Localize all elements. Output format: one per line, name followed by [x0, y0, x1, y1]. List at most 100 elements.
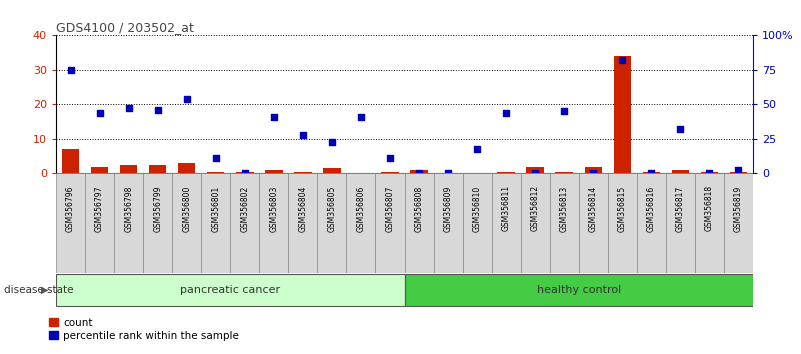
Text: pancreatic cancer: pancreatic cancer	[180, 285, 280, 295]
Text: GSM356797: GSM356797	[95, 185, 104, 232]
Bar	[346, 173, 376, 273]
Bar	[85, 173, 114, 273]
Text: GSM356813: GSM356813	[560, 185, 569, 232]
Bar	[317, 173, 346, 273]
Text: GSM356805: GSM356805	[328, 185, 336, 232]
Bar	[405, 173, 433, 273]
Bar	[549, 173, 578, 273]
Bar	[288, 173, 317, 273]
Point	[239, 171, 252, 176]
Bar	[701, 172, 718, 173]
Text: GSM356802: GSM356802	[240, 185, 249, 232]
Bar	[666, 173, 694, 273]
Bar	[578, 173, 608, 273]
Bar	[376, 173, 405, 273]
Text: GSM356798: GSM356798	[124, 185, 133, 232]
Point	[325, 139, 338, 145]
Point	[209, 155, 222, 161]
Bar	[555, 172, 573, 173]
Point	[471, 147, 484, 152]
Bar	[642, 172, 660, 173]
Bar	[236, 172, 253, 173]
Text: GSM356804: GSM356804	[299, 185, 308, 232]
Text: GSM356812: GSM356812	[531, 185, 540, 232]
Bar	[521, 173, 549, 273]
Bar	[433, 173, 462, 273]
Text: GSM356811: GSM356811	[501, 185, 510, 232]
Bar	[265, 170, 283, 173]
Point	[441, 171, 454, 176]
Bar	[294, 172, 312, 173]
Text: GSM356815: GSM356815	[618, 185, 626, 232]
Bar	[62, 149, 79, 173]
Bar	[694, 173, 724, 273]
Text: healthy control: healthy control	[537, 285, 621, 295]
Bar	[207, 172, 224, 173]
Text: GSM356796: GSM356796	[66, 185, 75, 232]
Text: GSM356800: GSM356800	[183, 185, 191, 232]
Bar	[381, 172, 399, 173]
Point	[384, 155, 396, 161]
Bar	[91, 167, 108, 173]
Point	[180, 96, 193, 102]
Bar	[231, 173, 260, 273]
Bar	[201, 173, 231, 273]
Point	[64, 67, 77, 73]
Legend: count, percentile rank within the sample: count, percentile rank within the sample	[46, 314, 243, 345]
Text: GSM356816: GSM356816	[647, 185, 656, 232]
Text: GSM356803: GSM356803	[269, 185, 278, 232]
Text: GSM356818: GSM356818	[705, 185, 714, 232]
Bar	[56, 274, 405, 306]
Bar	[260, 173, 288, 273]
Point	[268, 114, 280, 120]
Bar	[178, 163, 195, 173]
Bar	[120, 165, 138, 173]
Text: GSM356801: GSM356801	[211, 185, 220, 232]
Bar	[172, 173, 201, 273]
Bar	[526, 167, 544, 173]
Bar	[462, 173, 492, 273]
Bar	[637, 173, 666, 273]
Bar	[149, 165, 167, 173]
Text: GSM356817: GSM356817	[676, 185, 685, 232]
Text: ▶: ▶	[41, 285, 48, 295]
Text: GSM356809: GSM356809	[444, 185, 453, 232]
Bar	[614, 56, 631, 173]
Bar	[497, 172, 515, 173]
Point	[703, 171, 716, 176]
Text: GSM356819: GSM356819	[734, 185, 743, 232]
Point	[732, 167, 745, 173]
Bar	[323, 168, 340, 173]
Point	[645, 171, 658, 176]
Point	[587, 171, 600, 176]
Text: GSM356799: GSM356799	[153, 185, 162, 232]
Point	[500, 110, 513, 115]
Point	[616, 57, 629, 62]
Bar	[730, 172, 747, 173]
Bar	[585, 167, 602, 173]
Point	[529, 171, 541, 176]
Point	[123, 105, 135, 111]
Text: GSM356810: GSM356810	[473, 185, 481, 232]
Text: GSM356807: GSM356807	[385, 185, 394, 232]
Bar	[724, 173, 753, 273]
Point	[151, 107, 164, 113]
Point	[93, 110, 106, 115]
Bar	[143, 173, 172, 273]
Point	[557, 109, 570, 114]
Bar	[608, 173, 637, 273]
Point	[296, 133, 309, 138]
Point	[413, 171, 425, 176]
Point	[674, 126, 686, 131]
Text: GSM356806: GSM356806	[356, 185, 365, 232]
Text: GSM356808: GSM356808	[415, 185, 424, 232]
Text: GSM356814: GSM356814	[589, 185, 598, 232]
Bar	[56, 173, 85, 273]
Text: disease state: disease state	[4, 285, 74, 295]
Bar	[671, 170, 689, 173]
Bar	[492, 173, 521, 273]
Point	[355, 114, 368, 120]
Text: GDS4100 / 203502_at: GDS4100 / 203502_at	[56, 21, 194, 34]
Bar	[114, 173, 143, 273]
Bar	[410, 170, 428, 173]
